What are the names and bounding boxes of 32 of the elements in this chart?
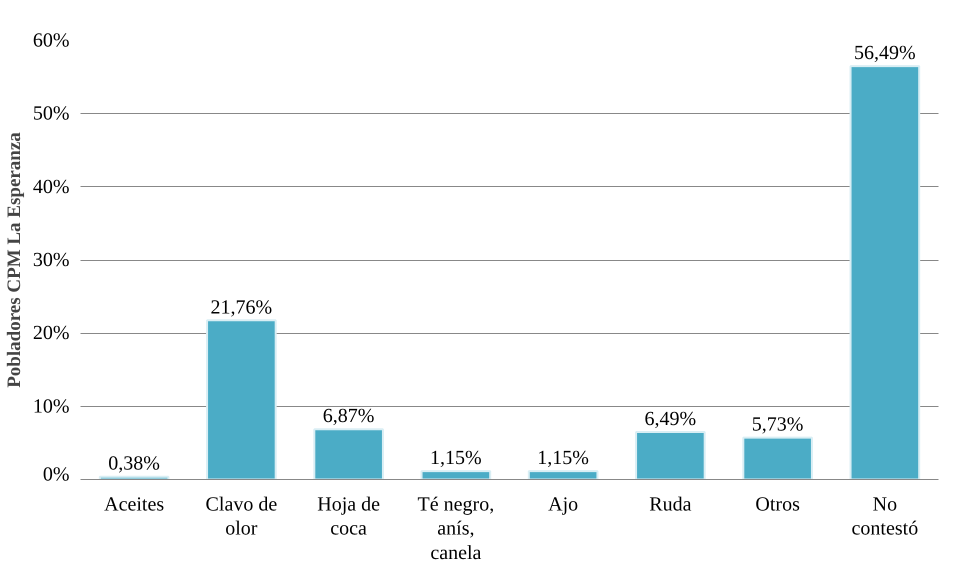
bar	[850, 65, 920, 480]
data-label: 5,73%	[752, 414, 804, 436]
data-label: 1,15%	[537, 447, 589, 470]
x-tick-label: Hoja de coca	[317, 494, 380, 540]
bar	[206, 319, 277, 480]
bar	[635, 431, 706, 480]
x-tick-label: Clavo de olor	[206, 494, 278, 540]
x-tick-label: Otros	[755, 494, 800, 516]
y-tick-label: 10%	[32, 395, 70, 418]
data-label: 56,49%	[854, 42, 916, 64]
data-label: 21,76%	[210, 296, 272, 318]
bar	[98, 476, 170, 480]
y-tick-label: 60%	[32, 30, 70, 52]
y-axis-title: Pobladores CPM La Esperanza	[4, 132, 25, 388]
data-label: 6,49%	[644, 408, 696, 430]
y-tick-label: 20%	[32, 322, 70, 344]
bar	[313, 428, 384, 480]
bar	[528, 470, 598, 480]
x-tick-label: Ajo	[548, 494, 578, 516]
y-tick-label: 50%	[32, 102, 70, 125]
x-tick-label: Aceites	[104, 494, 164, 516]
bar	[742, 436, 813, 480]
x-tick-label: Ruda	[649, 494, 692, 516]
y-tick-label: 40%	[32, 176, 70, 198]
y-tick-label: 0%	[42, 464, 70, 486]
data-label: 6,87%	[322, 405, 374, 428]
x-tick-label: No contestó	[852, 494, 918, 540]
data-label: 0,38%	[108, 452, 160, 475]
bar	[420, 470, 492, 480]
data-label: 1,15%	[430, 447, 482, 470]
y-tick-label: 30%	[32, 249, 70, 271]
x-tick-label: Té negro, anís, canela	[418, 494, 494, 564]
